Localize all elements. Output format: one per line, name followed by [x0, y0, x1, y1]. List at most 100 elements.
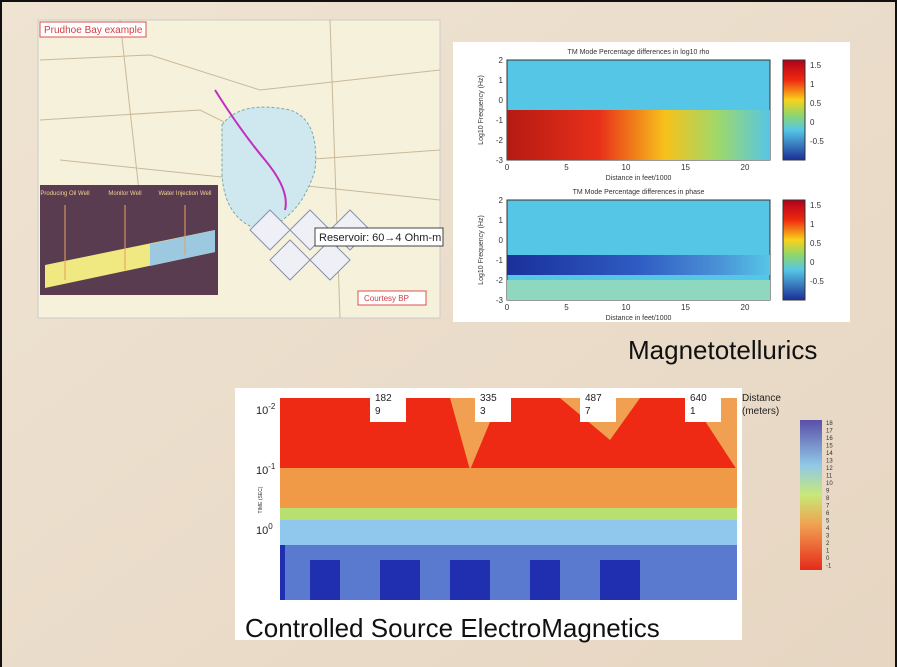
- colorbar: [782, 199, 806, 301]
- colorbar-label: 6: [826, 511, 830, 517]
- y-tick-label: -1: [496, 256, 504, 265]
- y-tick-label: 2: [499, 56, 504, 65]
- x-tick-box: [580, 390, 616, 422]
- field-outline: [221, 106, 317, 231]
- well-label: Monitor Well: [108, 191, 141, 197]
- colorbar-label: 0: [810, 258, 815, 267]
- colorbar-label: 1.5: [810, 201, 822, 210]
- x-tick-box: [475, 390, 511, 422]
- csem-orange: [280, 468, 737, 508]
- csem-colorbar: [800, 420, 822, 570]
- mt-caption: Magnetotellurics: [628, 335, 817, 365]
- y-tick-label: -3: [496, 156, 504, 165]
- y-tick-label: -2: [496, 276, 504, 285]
- csem-green: [280, 508, 737, 520]
- reservoir-box: [314, 227, 444, 247]
- colorbar-label: 15: [826, 444, 833, 450]
- colorbar-label: 0: [810, 118, 815, 127]
- x-tick-box: [685, 390, 721, 422]
- x-tick-label: 0: [505, 163, 510, 172]
- y-tick-label: 1: [499, 76, 504, 85]
- y-tick-box: [252, 402, 280, 420]
- colorbar-label: 12: [826, 466, 833, 472]
- x-tick-label: 640: [690, 393, 707, 404]
- csem-blue: [285, 545, 737, 600]
- y-tick-label: 10-2: [256, 402, 276, 417]
- reservoir-label: Reservoir: 60→4 Ohm-m: [319, 232, 441, 244]
- x-tick-label: 10: [622, 303, 631, 312]
- map-title: Prudhoe Bay example: [44, 25, 143, 36]
- credit-box: [357, 290, 427, 306]
- heatmap-band: [507, 110, 770, 160]
- x-axis-label: Distance: [742, 393, 781, 404]
- x-tick-label: 20: [741, 303, 750, 312]
- y-tick-label: -3: [496, 296, 504, 305]
- colorbar-label: 0: [826, 556, 830, 562]
- x-tick-label: 5: [564, 163, 569, 172]
- colorbar-label: 2: [826, 541, 830, 547]
- colorbar-label: -1: [826, 564, 832, 570]
- x-axis-label: (meters): [742, 406, 779, 417]
- x-tick-label: 0: [505, 303, 510, 312]
- colorbar-label: 10: [826, 481, 833, 487]
- colorbar-label: 3: [826, 534, 830, 540]
- y-tick-base: 10: [256, 465, 268, 477]
- x-tick-label: 335: [480, 393, 497, 404]
- colorbar-label: 17: [826, 429, 833, 435]
- y-tick-exp: -1: [268, 462, 276, 471]
- y-axis-label: TIME (SEC): [258, 486, 264, 513]
- x-tick-label: 3: [480, 406, 486, 417]
- survey-line: [214, 89, 287, 211]
- y-tick-base: 10: [256, 405, 268, 417]
- x-tick-label: 5: [564, 303, 569, 312]
- x-tick-label: 20: [741, 163, 750, 172]
- x-tick-label: 9: [375, 406, 381, 417]
- colorbar-label: 5: [826, 519, 830, 525]
- colorbar-label: 0.5: [810, 239, 822, 248]
- plot-title: TM Mode Percentage differences in phase: [573, 189, 705, 196]
- y-tick-label: -2: [496, 136, 504, 145]
- y-tick-label: 0: [499, 96, 504, 105]
- y-tick-label: 1: [499, 216, 504, 225]
- heatmap-band: [507, 280, 770, 300]
- water-layer: [150, 230, 215, 266]
- credit: Courtesy BP: [364, 294, 409, 303]
- colorbar-label: 9: [826, 489, 830, 495]
- x-tick-label: 10: [622, 163, 631, 172]
- x-tick-label: 487: [585, 393, 602, 404]
- csem-cyan: [280, 520, 737, 545]
- x-tick-box: [370, 390, 406, 422]
- colorbar-label: 1: [826, 549, 830, 555]
- colorbar-label: 14: [826, 451, 833, 457]
- colorbar-label: -0.5: [810, 277, 824, 286]
- colorbar-label: 7: [826, 504, 830, 510]
- x-tick-label: 15: [681, 303, 690, 312]
- colorbar-label: -0.5: [810, 137, 824, 146]
- x-axis-label: Distance in feet/1000: [606, 175, 672, 182]
- colorbar-label: 1: [810, 80, 815, 89]
- y-tick-base: 10: [256, 525, 268, 537]
- y-tick-label: -1: [496, 116, 504, 125]
- x-tick-label: 15: [681, 163, 690, 172]
- x-tick-label: 7: [585, 406, 591, 417]
- x-tick-label: 182: [375, 393, 392, 404]
- y-tick-label: 10-1: [256, 462, 276, 477]
- y-tick-box: [252, 522, 280, 540]
- colorbar-label: 13: [826, 459, 833, 465]
- y-tick-label: 0: [499, 236, 504, 245]
- y-tick-label: 2: [499, 196, 504, 205]
- well-label: Water Injection Well: [158, 191, 211, 197]
- x-tick-label: 1: [690, 406, 696, 417]
- csem-caption: Controlled Source ElectroMagnetics: [245, 613, 660, 643]
- colorbar-label: 0.5: [810, 99, 822, 108]
- x-axis-label: Distance in feet/1000: [606, 315, 672, 322]
- y-axis-label: Log10 Frequency (Hz): [478, 215, 485, 285]
- y-tick-label: 100: [256, 522, 273, 537]
- y-tick-box: [252, 462, 280, 480]
- colorbar-label: 16: [826, 436, 833, 442]
- colorbar-label: 1: [810, 220, 815, 229]
- colorbar-label: 8: [826, 496, 830, 502]
- y-tick-exp: 0: [268, 522, 273, 531]
